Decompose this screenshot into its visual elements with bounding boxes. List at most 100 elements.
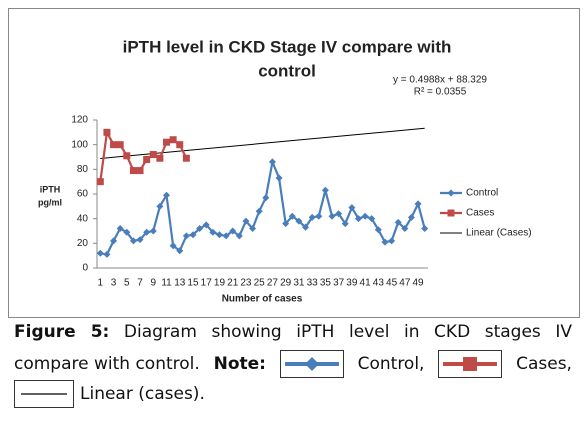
marker xyxy=(149,151,157,159)
marker xyxy=(182,154,190,162)
marker xyxy=(421,225,429,233)
caption-item: Control, xyxy=(357,354,425,374)
x-tick-label: 7 xyxy=(137,278,143,289)
marker xyxy=(96,249,104,257)
x-tick-label: 1 xyxy=(98,278,104,289)
marker xyxy=(235,232,243,240)
x-tick-label: 31 xyxy=(293,278,305,289)
x-tick-label: 19 xyxy=(214,278,226,289)
caption-text: compare with control. xyxy=(14,354,200,374)
marker xyxy=(295,217,303,225)
marker xyxy=(136,167,144,175)
x-tick-label: 9 xyxy=(150,278,156,289)
marker xyxy=(321,186,329,194)
legend-label: Linear (Cases) xyxy=(466,228,532,239)
legend-icon xyxy=(279,350,344,378)
trend-r2: R² = 0.0355 xyxy=(414,87,467,98)
marker xyxy=(315,212,323,220)
marker xyxy=(156,202,164,210)
marker xyxy=(394,218,402,226)
chart: iPTH level in CKD Stage IV compare with … xyxy=(8,8,580,318)
caption-item: Linear (cases). xyxy=(80,384,205,404)
caption-label: Figure 5: xyxy=(14,322,110,342)
y-tick-label: 20 xyxy=(77,238,89,249)
marker xyxy=(348,204,356,212)
marker xyxy=(388,237,396,245)
marker xyxy=(268,158,276,166)
x-tick-label: 5 xyxy=(124,278,130,289)
marker xyxy=(368,215,376,223)
marker xyxy=(381,238,389,246)
marker xyxy=(123,228,131,236)
marker xyxy=(374,226,382,234)
marker xyxy=(129,237,137,245)
marker xyxy=(302,223,310,231)
caption-item: Cases, xyxy=(516,354,572,374)
marker xyxy=(129,167,137,175)
x-tick-label: 15 xyxy=(187,278,199,289)
chart-title: iPTH level in CKD Stage IV compare with xyxy=(123,37,452,56)
marker xyxy=(103,128,111,136)
x-tick-label: 45 xyxy=(386,278,398,289)
marker xyxy=(116,141,124,149)
legend-icon xyxy=(438,350,503,378)
x-tick-label: 27 xyxy=(267,278,279,289)
y-tick-label: 40 xyxy=(77,213,89,224)
legend-label: Control xyxy=(466,188,498,199)
y-tick-label: 100 xyxy=(71,139,88,150)
marker xyxy=(262,194,270,202)
x-tick-label: 25 xyxy=(254,278,266,289)
caption-text: Diagram showing iPTH level in CKD stages… xyxy=(123,322,573,342)
x-tick-label: 17 xyxy=(201,278,213,289)
marker xyxy=(341,220,349,228)
marker xyxy=(249,225,257,233)
x-tick-label: 47 xyxy=(399,278,411,289)
marker xyxy=(110,237,118,245)
marker xyxy=(189,231,197,239)
marker xyxy=(163,138,171,146)
marker xyxy=(202,221,210,229)
marker xyxy=(255,207,263,215)
caption-note: Note: xyxy=(213,354,266,374)
y-axis-label: pg/ml xyxy=(38,197,62,207)
marker xyxy=(229,227,237,235)
marker xyxy=(242,217,250,225)
y-tick-label: 60 xyxy=(77,189,89,200)
marker xyxy=(282,220,290,228)
marker xyxy=(169,242,177,250)
x-tick-label: 35 xyxy=(320,278,332,289)
y-tick-label: 80 xyxy=(77,164,89,175)
y-axis-label: iPTH xyxy=(40,184,61,194)
marker xyxy=(275,174,283,182)
marker xyxy=(209,228,217,236)
marker xyxy=(143,228,151,236)
legend-icon xyxy=(14,380,74,408)
marker xyxy=(335,210,343,218)
marker xyxy=(176,141,184,149)
chart-title: control xyxy=(258,61,316,80)
x-tick-label: 23 xyxy=(240,278,252,289)
y-tick-label: 120 xyxy=(71,115,88,126)
marker xyxy=(288,212,296,220)
marker xyxy=(143,155,151,163)
marker xyxy=(136,236,144,244)
marker xyxy=(116,225,124,233)
marker xyxy=(222,232,230,240)
marker xyxy=(123,152,131,160)
marker xyxy=(407,213,415,221)
trend-equation: y = 0.4988x + 88.329 xyxy=(393,75,487,86)
marker xyxy=(328,212,336,220)
x-tick-label: 39 xyxy=(346,278,358,289)
marker xyxy=(401,225,409,233)
marker xyxy=(169,136,177,144)
y-tick-label: 0 xyxy=(82,263,88,274)
x-tick-label: 43 xyxy=(373,278,385,289)
marker xyxy=(176,247,184,255)
marker xyxy=(96,178,104,186)
marker xyxy=(103,250,111,258)
marker xyxy=(163,191,171,199)
x-tick-label: 11 xyxy=(161,278,172,289)
x-tick-label: 41 xyxy=(360,278,372,289)
marker xyxy=(308,213,316,221)
legend-marker xyxy=(447,209,455,217)
